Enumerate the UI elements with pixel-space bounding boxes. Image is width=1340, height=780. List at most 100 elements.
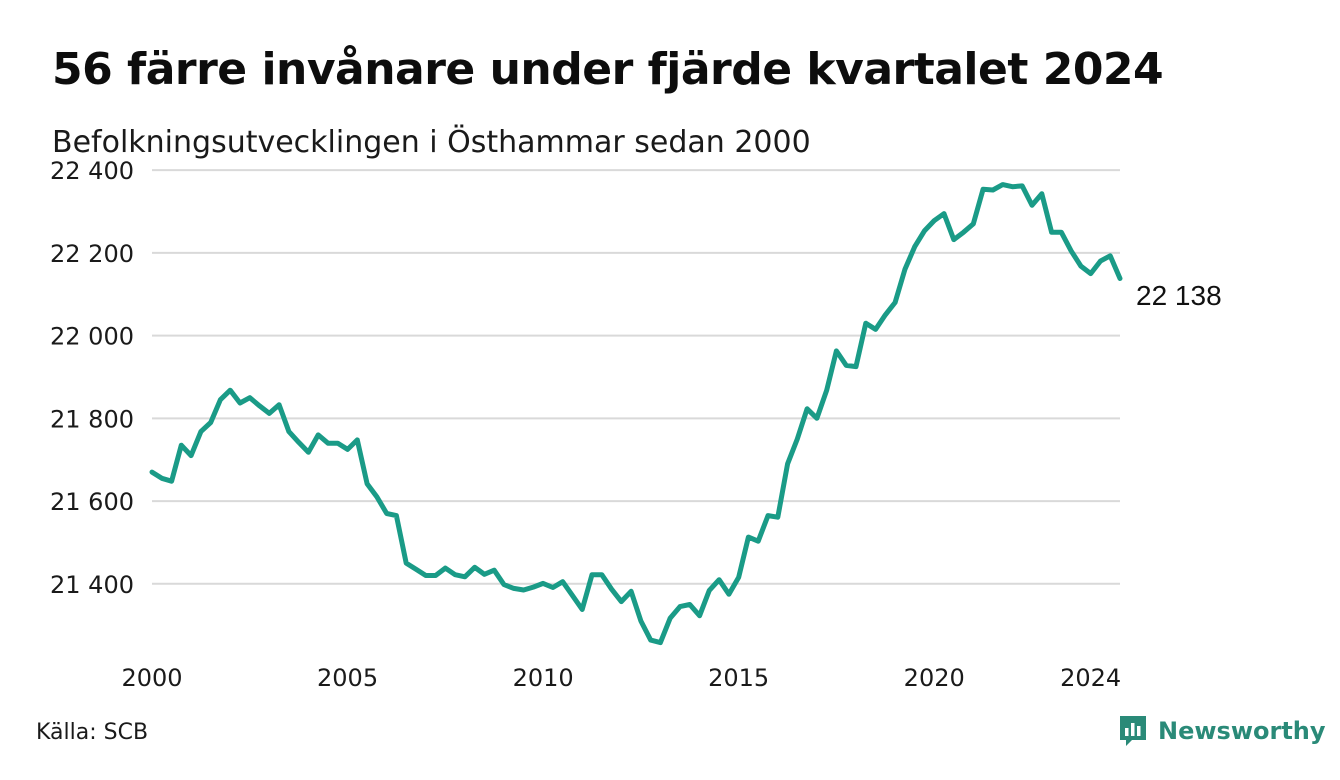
data-point (453, 572, 458, 577)
data-point (560, 579, 565, 584)
data-point (414, 567, 418, 572)
data-point (766, 513, 770, 518)
source-note: Källa: SCB (36, 720, 149, 745)
data-point (541, 581, 546, 586)
brand-logo: Newsworthy (1118, 714, 1326, 748)
data-point (942, 211, 946, 216)
data-point (883, 312, 888, 317)
data-point (394, 513, 399, 518)
data-point (658, 640, 663, 645)
gridlines (152, 169, 1120, 585)
data-point (502, 582, 506, 587)
data-point (971, 221, 976, 226)
data-point (599, 572, 604, 577)
chart-subtitle: Befolkningsutvecklingen i Östhammar seda… (52, 125, 811, 160)
data-point (590, 572, 594, 577)
data-point (609, 587, 614, 592)
data-point (619, 599, 624, 604)
x-tick-label: 2024 (1060, 664, 1121, 692)
data-point (169, 479, 174, 484)
data-point (150, 470, 154, 475)
data-point (981, 187, 986, 192)
data-point (1078, 264, 1083, 269)
data-point (326, 441, 330, 446)
data-point (1039, 191, 1044, 196)
data-point (159, 476, 164, 481)
data-point (990, 187, 995, 192)
y-tick-label: 22 400 (50, 157, 134, 185)
data-point (697, 613, 702, 618)
x-tick-label: 2015 (708, 664, 769, 692)
data-point (795, 437, 800, 442)
x-tick-label: 2005 (317, 664, 378, 692)
data-point (374, 494, 379, 499)
data-point (306, 450, 311, 455)
data-point (717, 577, 722, 582)
data-point (893, 300, 898, 305)
data-point (1059, 230, 1064, 235)
data-point (756, 539, 761, 544)
data-point (638, 619, 643, 624)
data-point (629, 589, 634, 594)
data-point (873, 327, 878, 332)
data-point (521, 588, 526, 593)
data-point (365, 481, 370, 486)
data-point (296, 440, 301, 445)
data-point (580, 607, 585, 612)
data-point (189, 453, 194, 458)
data-point (423, 573, 428, 578)
data-point (198, 429, 203, 434)
data-point (404, 561, 409, 566)
data-point (208, 420, 213, 425)
data-point (746, 535, 751, 540)
data-point (687, 602, 692, 607)
data-point (678, 604, 682, 609)
data-point (1010, 184, 1015, 189)
data-point (257, 403, 262, 408)
y-tick-label: 21 800 (50, 405, 134, 433)
x-tick-label: 2020 (904, 664, 965, 692)
data-point (824, 388, 829, 393)
data-point (922, 228, 927, 233)
data-point (228, 388, 233, 393)
data-point (1108, 253, 1113, 258)
data-point (1030, 203, 1034, 208)
y-tick-label: 21 600 (50, 488, 134, 516)
data-point (218, 397, 223, 402)
data-point (648, 638, 653, 643)
series-line (149, 182, 1123, 646)
chart-title: 56 färre invånare under fjärde kvartalet… (52, 44, 1164, 95)
data-point (267, 411, 272, 416)
data-point (854, 364, 858, 369)
data-point (912, 244, 917, 249)
data-point (863, 321, 868, 326)
data-point (355, 437, 360, 442)
data-point (462, 574, 467, 579)
data-point (345, 447, 350, 452)
data-point (834, 348, 839, 353)
data-point (1049, 230, 1054, 235)
data-point (531, 585, 536, 590)
series-layer (149, 182, 1123, 646)
data-point (433, 573, 438, 578)
data-point (238, 401, 242, 406)
x-tick-label: 2000 (121, 664, 182, 692)
data-point (179, 443, 184, 448)
data-point (247, 395, 252, 400)
data-point (961, 230, 966, 235)
data-point (726, 592, 731, 597)
data-point (775, 515, 780, 520)
x-axis-ticks: 2000 2005 2010 2015 2020 2024 (121, 664, 1121, 692)
data-point (550, 585, 555, 590)
data-point (286, 429, 291, 434)
data-point (814, 416, 819, 421)
y-tick-label: 22 000 (50, 323, 134, 351)
data-point (736, 575, 741, 580)
y-tick-label: 22 200 (50, 240, 134, 268)
data-point (805, 406, 810, 411)
end-value-label: 22 138 (1136, 280, 1222, 311)
data-point (1098, 259, 1103, 264)
data-point (1069, 248, 1074, 253)
data-point (951, 237, 956, 242)
